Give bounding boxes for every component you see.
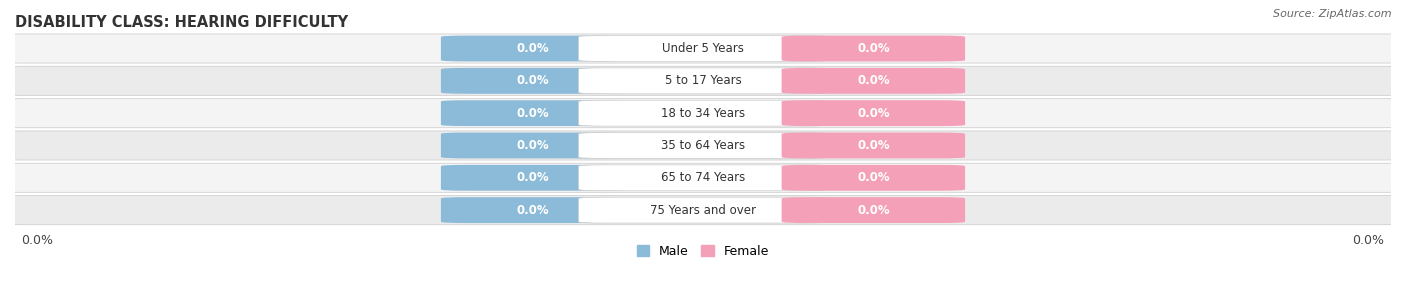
FancyBboxPatch shape	[782, 165, 965, 191]
Text: 0.0%: 0.0%	[516, 74, 548, 87]
FancyBboxPatch shape	[0, 99, 1406, 128]
FancyBboxPatch shape	[578, 197, 828, 223]
FancyBboxPatch shape	[578, 68, 828, 94]
FancyBboxPatch shape	[578, 133, 828, 158]
FancyBboxPatch shape	[782, 133, 965, 158]
FancyBboxPatch shape	[0, 66, 1406, 95]
Text: Source: ZipAtlas.com: Source: ZipAtlas.com	[1274, 9, 1392, 19]
Text: 0.0%: 0.0%	[858, 171, 890, 184]
FancyBboxPatch shape	[0, 196, 1406, 225]
Text: 0.0%: 0.0%	[858, 204, 890, 217]
Text: DISABILITY CLASS: HEARING DIFFICULTY: DISABILITY CLASS: HEARING DIFFICULTY	[15, 16, 349, 30]
Text: 0.0%: 0.0%	[516, 107, 548, 120]
FancyBboxPatch shape	[578, 36, 828, 61]
Text: 0.0%: 0.0%	[516, 171, 548, 184]
FancyBboxPatch shape	[0, 34, 1406, 63]
FancyBboxPatch shape	[578, 165, 828, 191]
FancyBboxPatch shape	[441, 36, 624, 61]
Text: 0.0%: 0.0%	[858, 42, 890, 55]
Text: 0.0%: 0.0%	[858, 74, 890, 87]
FancyBboxPatch shape	[782, 197, 965, 223]
FancyBboxPatch shape	[578, 100, 828, 126]
Text: 5 to 17 Years: 5 to 17 Years	[665, 74, 741, 87]
Legend: Male, Female: Male, Female	[631, 240, 775, 263]
Text: 0.0%: 0.0%	[858, 139, 890, 152]
Text: 0.0%: 0.0%	[516, 139, 548, 152]
Text: 0.0%: 0.0%	[21, 234, 53, 247]
FancyBboxPatch shape	[441, 165, 624, 191]
FancyBboxPatch shape	[0, 131, 1406, 160]
Text: 0.0%: 0.0%	[858, 107, 890, 120]
Text: 18 to 34 Years: 18 to 34 Years	[661, 107, 745, 120]
Text: 35 to 64 Years: 35 to 64 Years	[661, 139, 745, 152]
Text: 75 Years and over: 75 Years and over	[650, 204, 756, 217]
Text: 0.0%: 0.0%	[516, 204, 548, 217]
FancyBboxPatch shape	[441, 197, 624, 223]
Text: 0.0%: 0.0%	[516, 42, 548, 55]
FancyBboxPatch shape	[782, 68, 965, 94]
FancyBboxPatch shape	[782, 100, 965, 126]
FancyBboxPatch shape	[0, 163, 1406, 192]
FancyBboxPatch shape	[441, 68, 624, 94]
FancyBboxPatch shape	[782, 36, 965, 61]
Text: 0.0%: 0.0%	[1353, 234, 1385, 247]
FancyBboxPatch shape	[441, 133, 624, 158]
Text: 65 to 74 Years: 65 to 74 Years	[661, 171, 745, 184]
Text: Under 5 Years: Under 5 Years	[662, 42, 744, 55]
FancyBboxPatch shape	[441, 100, 624, 126]
